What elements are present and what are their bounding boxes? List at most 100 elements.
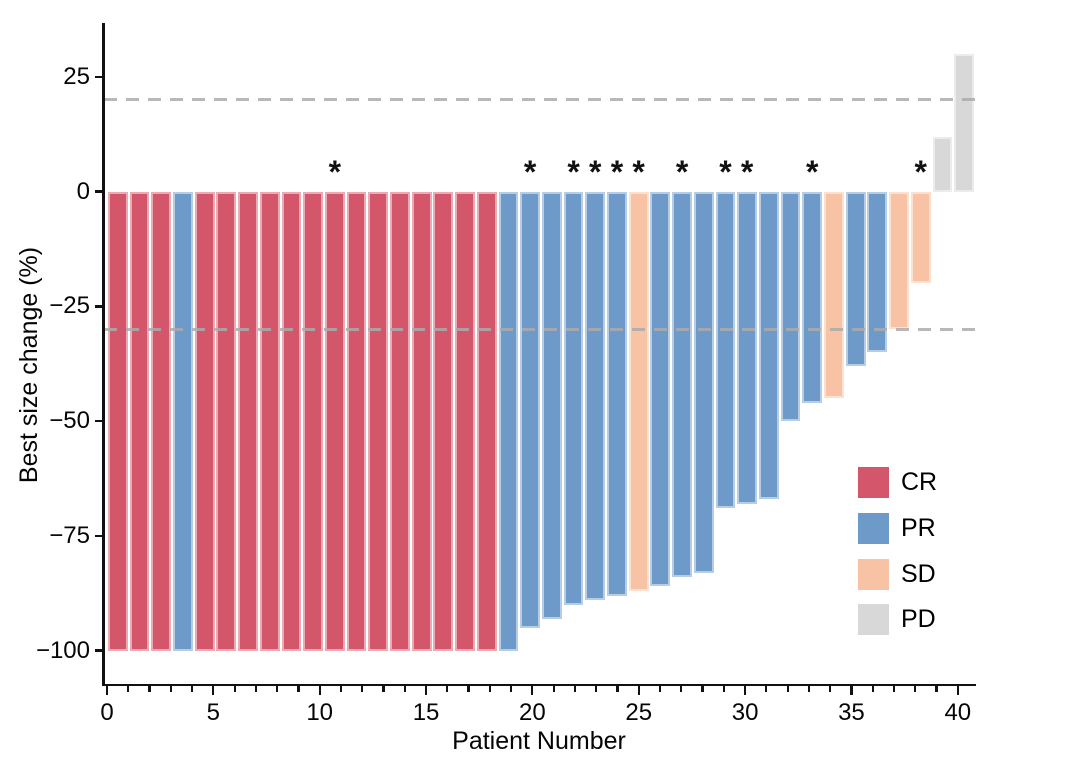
significance-asterisk-patient-23: * [589, 154, 602, 190]
x-minor-tick-9 [297, 686, 300, 692]
bar-patient-20 [520, 191, 541, 628]
legend-label-CR: CR [901, 468, 938, 496]
x-tick-label-20: 20 [519, 699, 546, 726]
significance-asterisk-patient-33: * [806, 154, 819, 190]
bar-patient-18 [476, 191, 497, 651]
significance-asterisk-patient-25: * [632, 154, 645, 190]
x-tick-15 [424, 686, 428, 695]
significance-asterisk-patient-29: * [719, 154, 732, 190]
bar-patient-16 [433, 191, 454, 651]
y-tick-0 [94, 190, 102, 193]
x-minor-tick-37 [892, 686, 896, 692]
x-tick-25 [637, 686, 640, 695]
y-tick-label-0: 0 [76, 177, 90, 205]
y-tick--75 [94, 534, 102, 538]
legend-label-SD: SD [901, 559, 936, 588]
bar-patient-28 [693, 191, 714, 573]
bar-patient-23 [585, 191, 606, 601]
legend-label-PR: PR [901, 513, 936, 542]
legend-swatch-PD [858, 604, 889, 636]
x-tick-label-35: 35 [838, 699, 865, 726]
legend-swatch-CR [858, 467, 889, 498]
x-minor-tick-6 [233, 686, 236, 692]
legend-item-PD: PD [858, 604, 988, 636]
x-tick-35 [850, 686, 853, 695]
x-minor-tick-38 [914, 686, 917, 692]
x-tick-10 [318, 686, 321, 695]
bar-patient-19 [498, 191, 519, 651]
bar-patient-7 [238, 191, 258, 651]
x-minor-tick-12 [361, 686, 364, 692]
legend-item-CR: CR [858, 467, 988, 498]
bar-patient-9 [281, 191, 302, 651]
x-minor-tick-21 [552, 686, 555, 692]
bar-patient-36 [867, 191, 888, 353]
x-tick-0 [105, 686, 109, 695]
x-minor-tick-7 [254, 686, 257, 692]
y-axis-line [102, 23, 105, 686]
x-minor-tick-11 [339, 686, 343, 692]
x-minor-tick-14 [403, 686, 406, 692]
bar-patient-34 [824, 191, 844, 399]
bar-patient-12 [346, 191, 367, 651]
x-minor-tick-3 [169, 686, 172, 692]
x-minor-tick-19 [510, 686, 513, 692]
x-tick-label-40: 40 [944, 699, 972, 726]
x-minor-tick-39 [935, 686, 938, 692]
bar-patient-4 [173, 191, 193, 651]
x-axis-line [102, 683, 976, 686]
significance-asterisk-patient-11: * [328, 154, 342, 190]
bar-patient-11 [324, 191, 345, 651]
significance-asterisk-patient-22: * [567, 154, 580, 190]
y-tick--25 [94, 305, 102, 308]
bar-patient-37 [889, 191, 909, 330]
y-tick-label--50: −50 [49, 407, 90, 435]
bar-patient-30 [737, 191, 758, 504]
x-axis-title: Patient Number [452, 727, 626, 755]
significance-asterisk-patient-20: * [523, 154, 537, 190]
x-minor-tick-22 [573, 686, 577, 692]
bar-patient-21 [541, 191, 562, 619]
bar-patient-17 [455, 191, 475, 651]
y-tick-label--75: −75 [49, 521, 90, 549]
x-minor-tick-32 [786, 686, 789, 692]
bar-patient-33 [802, 191, 823, 403]
x-minor-tick-27 [680, 686, 683, 692]
x-minor-tick-8 [276, 686, 279, 692]
bar-patient-14 [390, 191, 410, 651]
x-minor-tick-33 [807, 686, 810, 692]
x-minor-tick-18 [488, 686, 491, 692]
x-minor-tick-13 [382, 686, 385, 692]
x-minor-tick-29 [722, 686, 725, 692]
y-axis-title: Best size change (%) [15, 246, 43, 484]
x-tick-40 [956, 686, 959, 695]
bar-patient-35 [845, 191, 866, 367]
significance-asterisk-patient-27: * [675, 154, 689, 190]
bar-patient-40 [954, 54, 975, 192]
x-minor-tick-36 [871, 686, 874, 692]
y-tick-label--25: −25 [49, 292, 90, 320]
x-tick-20 [531, 686, 534, 695]
bar-patient-3 [151, 191, 172, 651]
x-minor-tick-34 [829, 686, 832, 692]
x-minor-tick-4 [190, 686, 194, 692]
x-tick-label-10: 10 [306, 699, 334, 726]
bar-patient-38 [910, 191, 931, 284]
x-tick-label-0: 0 [100, 699, 114, 726]
x-tick-label-25: 25 [625, 699, 653, 726]
x-minor-tick-31 [765, 686, 768, 692]
y-tick-label--100: −100 [35, 636, 90, 664]
bar-patient-15 [411, 191, 432, 651]
reference-line-20 [104, 98, 976, 102]
significance-asterisk-patient-24: * [610, 154, 624, 190]
bar-patient-10 [303, 191, 324, 651]
bar-patient-8 [259, 191, 280, 651]
y-tick--100 [94, 649, 102, 652]
y-tick-25 [94, 75, 102, 79]
bar-patient-26 [650, 191, 671, 587]
bar-patient-32 [780, 191, 801, 422]
legend-item-PR: PR [858, 512, 988, 544]
bar-patient-31 [758, 191, 779, 500]
x-tick-label-5: 5 [206, 699, 221, 726]
x-tick-label-30: 30 [731, 699, 759, 726]
